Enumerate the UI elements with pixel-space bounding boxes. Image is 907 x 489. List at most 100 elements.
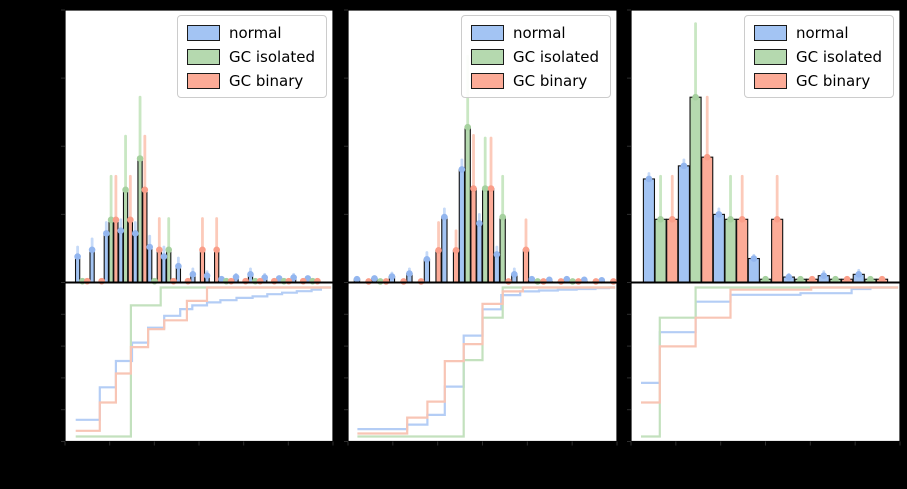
- hist-bar-binary: [487, 187, 495, 284]
- legend-panel-2: normal GC isolated GC binary: [461, 15, 611, 98]
- hist-bar-binary: [199, 249, 206, 284]
- hist-bar-normal: [89, 249, 95, 284]
- hist-bar-normal: [642, 178, 656, 284]
- error-marker-isolated: [657, 215, 664, 223]
- error-marker-isolated: [481, 185, 489, 192]
- error-marker-isolated: [464, 123, 472, 131]
- error-marker-isolated: [797, 275, 804, 283]
- error-marker-binary: [575, 278, 582, 285]
- error-marker-normal: [563, 275, 571, 283]
- hist-bar-normal: [747, 257, 760, 284]
- hist-bar-isolated: [464, 126, 471, 284]
- error-marker-normal: [131, 230, 139, 237]
- axes-cdf-panel-3: [630, 281, 901, 443]
- hist-bar-binary: [666, 218, 679, 284]
- hist-bar-isolated: [724, 218, 737, 284]
- error-marker-binary: [452, 247, 460, 254]
- hist-bar-binary: [142, 189, 148, 284]
- error-marker-binary: [610, 278, 617, 285]
- error-marker-binary: [505, 278, 512, 285]
- error-marker-binary: [522, 246, 530, 254]
- error-marker-binary: [199, 246, 206, 254]
- legend-swatch-normal: [754, 25, 787, 41]
- cdf-line-binary: [357, 286, 616, 435]
- error-marker-binary: [540, 278, 547, 285]
- legend-label-gc-binary: GC binary: [796, 71, 871, 90]
- hist-bar-normal: [458, 168, 466, 284]
- cdf-line-normal: [357, 286, 616, 431]
- hist-bar-binary: [452, 249, 460, 284]
- hist-bar-binary: [470, 187, 477, 284]
- hist-bar-binary: [214, 249, 220, 284]
- error-marker-binary: [703, 153, 711, 161]
- hist-bar-normal: [74, 256, 81, 284]
- error-marker-normal: [458, 166, 466, 173]
- error-marker-normal: [423, 256, 431, 263]
- error-marker-isolated: [499, 213, 506, 221]
- error-marker-binary: [112, 216, 120, 224]
- error-marker-normal: [493, 251, 501, 258]
- legend-swatch-gc-binary: [187, 73, 220, 89]
- error-marker-normal: [275, 275, 283, 282]
- hist-bar-isolated: [689, 96, 702, 284]
- legend-label-normal: normal: [513, 23, 566, 42]
- hist-bar-normal: [712, 213, 725, 284]
- error-marker-isolated: [762, 275, 769, 283]
- hist-bar-binary: [522, 249, 530, 284]
- error-marker-isolated: [136, 155, 144, 162]
- error-marker-normal: [528, 275, 536, 283]
- error-marker-binary: [668, 215, 676, 223]
- legend-panel-1: normal GC isolated GC binary: [177, 15, 327, 98]
- error-marker-normal: [189, 271, 197, 278]
- error-marker-isolated: [534, 278, 541, 285]
- hist-bar-isolated: [137, 157, 143, 284]
- legend-label-normal: normal: [229, 23, 282, 42]
- error-marker-binary: [738, 215, 746, 223]
- error-marker-normal: [750, 255, 758, 262]
- error-marker-binary: [773, 215, 781, 223]
- hist-bar-isolated: [482, 187, 489, 284]
- legend-entry-gc-binary: GC binary: [187, 69, 326, 93]
- hist-bar-isolated: [122, 189, 129, 284]
- cdf-line-binary: [641, 286, 899, 404]
- error-marker-isolated: [122, 186, 129, 194]
- error-marker-binary: [557, 278, 565, 285]
- legend-entry-gc-isolated: GC isolated: [471, 45, 610, 69]
- error-marker-binary: [592, 278, 600, 285]
- hist-bar-normal: [677, 165, 690, 284]
- legend-label-gc-isolated: GC isolated: [229, 47, 316, 66]
- error-marker-normal: [353, 275, 361, 283]
- legend-swatch-gc-isolated: [471, 49, 504, 65]
- hist-bar-normal: [103, 232, 109, 284]
- hist-bar-binary: [113, 219, 119, 284]
- error-marker-binary: [365, 278, 372, 285]
- legend-panel-3: normal GC isolated GC binary: [744, 15, 894, 98]
- legend-entry-normal: normal: [187, 21, 326, 45]
- cdf-line-normal: [641, 286, 899, 384]
- error-marker-isolated: [832, 275, 839, 283]
- error-marker-normal: [406, 270, 413, 277]
- hist-bar-binary: [736, 218, 749, 284]
- error-marker-normal: [160, 253, 168, 260]
- error-marker-normal: [146, 243, 154, 251]
- legend-entry-gc-isolated: GC isolated: [187, 45, 326, 69]
- error-marker-binary: [435, 247, 442, 254]
- legend-label-gc-isolated: GC isolated: [513, 47, 600, 66]
- error-marker-binary: [808, 275, 816, 283]
- legend-swatch-normal: [187, 25, 220, 41]
- error-marker-binary: [470, 185, 477, 192]
- error-marker-normal: [820, 272, 828, 279]
- hist-bar-normal: [423, 258, 431, 284]
- legend-swatch-gc-isolated: [187, 49, 220, 65]
- legend-entry-normal: normal: [754, 21, 893, 45]
- error-marker-isolated: [376, 278, 384, 285]
- error-marker-normal: [388, 273, 396, 280]
- legend-label-gc-isolated: GC isolated: [796, 47, 883, 66]
- legend-entry-gc-binary: GC binary: [471, 69, 610, 93]
- error-marker-normal: [261, 274, 268, 281]
- error-marker-normal: [74, 253, 81, 260]
- hist-bar-isolated: [499, 216, 506, 284]
- error-marker-normal: [102, 230, 110, 237]
- error-marker-binary: [127, 216, 134, 224]
